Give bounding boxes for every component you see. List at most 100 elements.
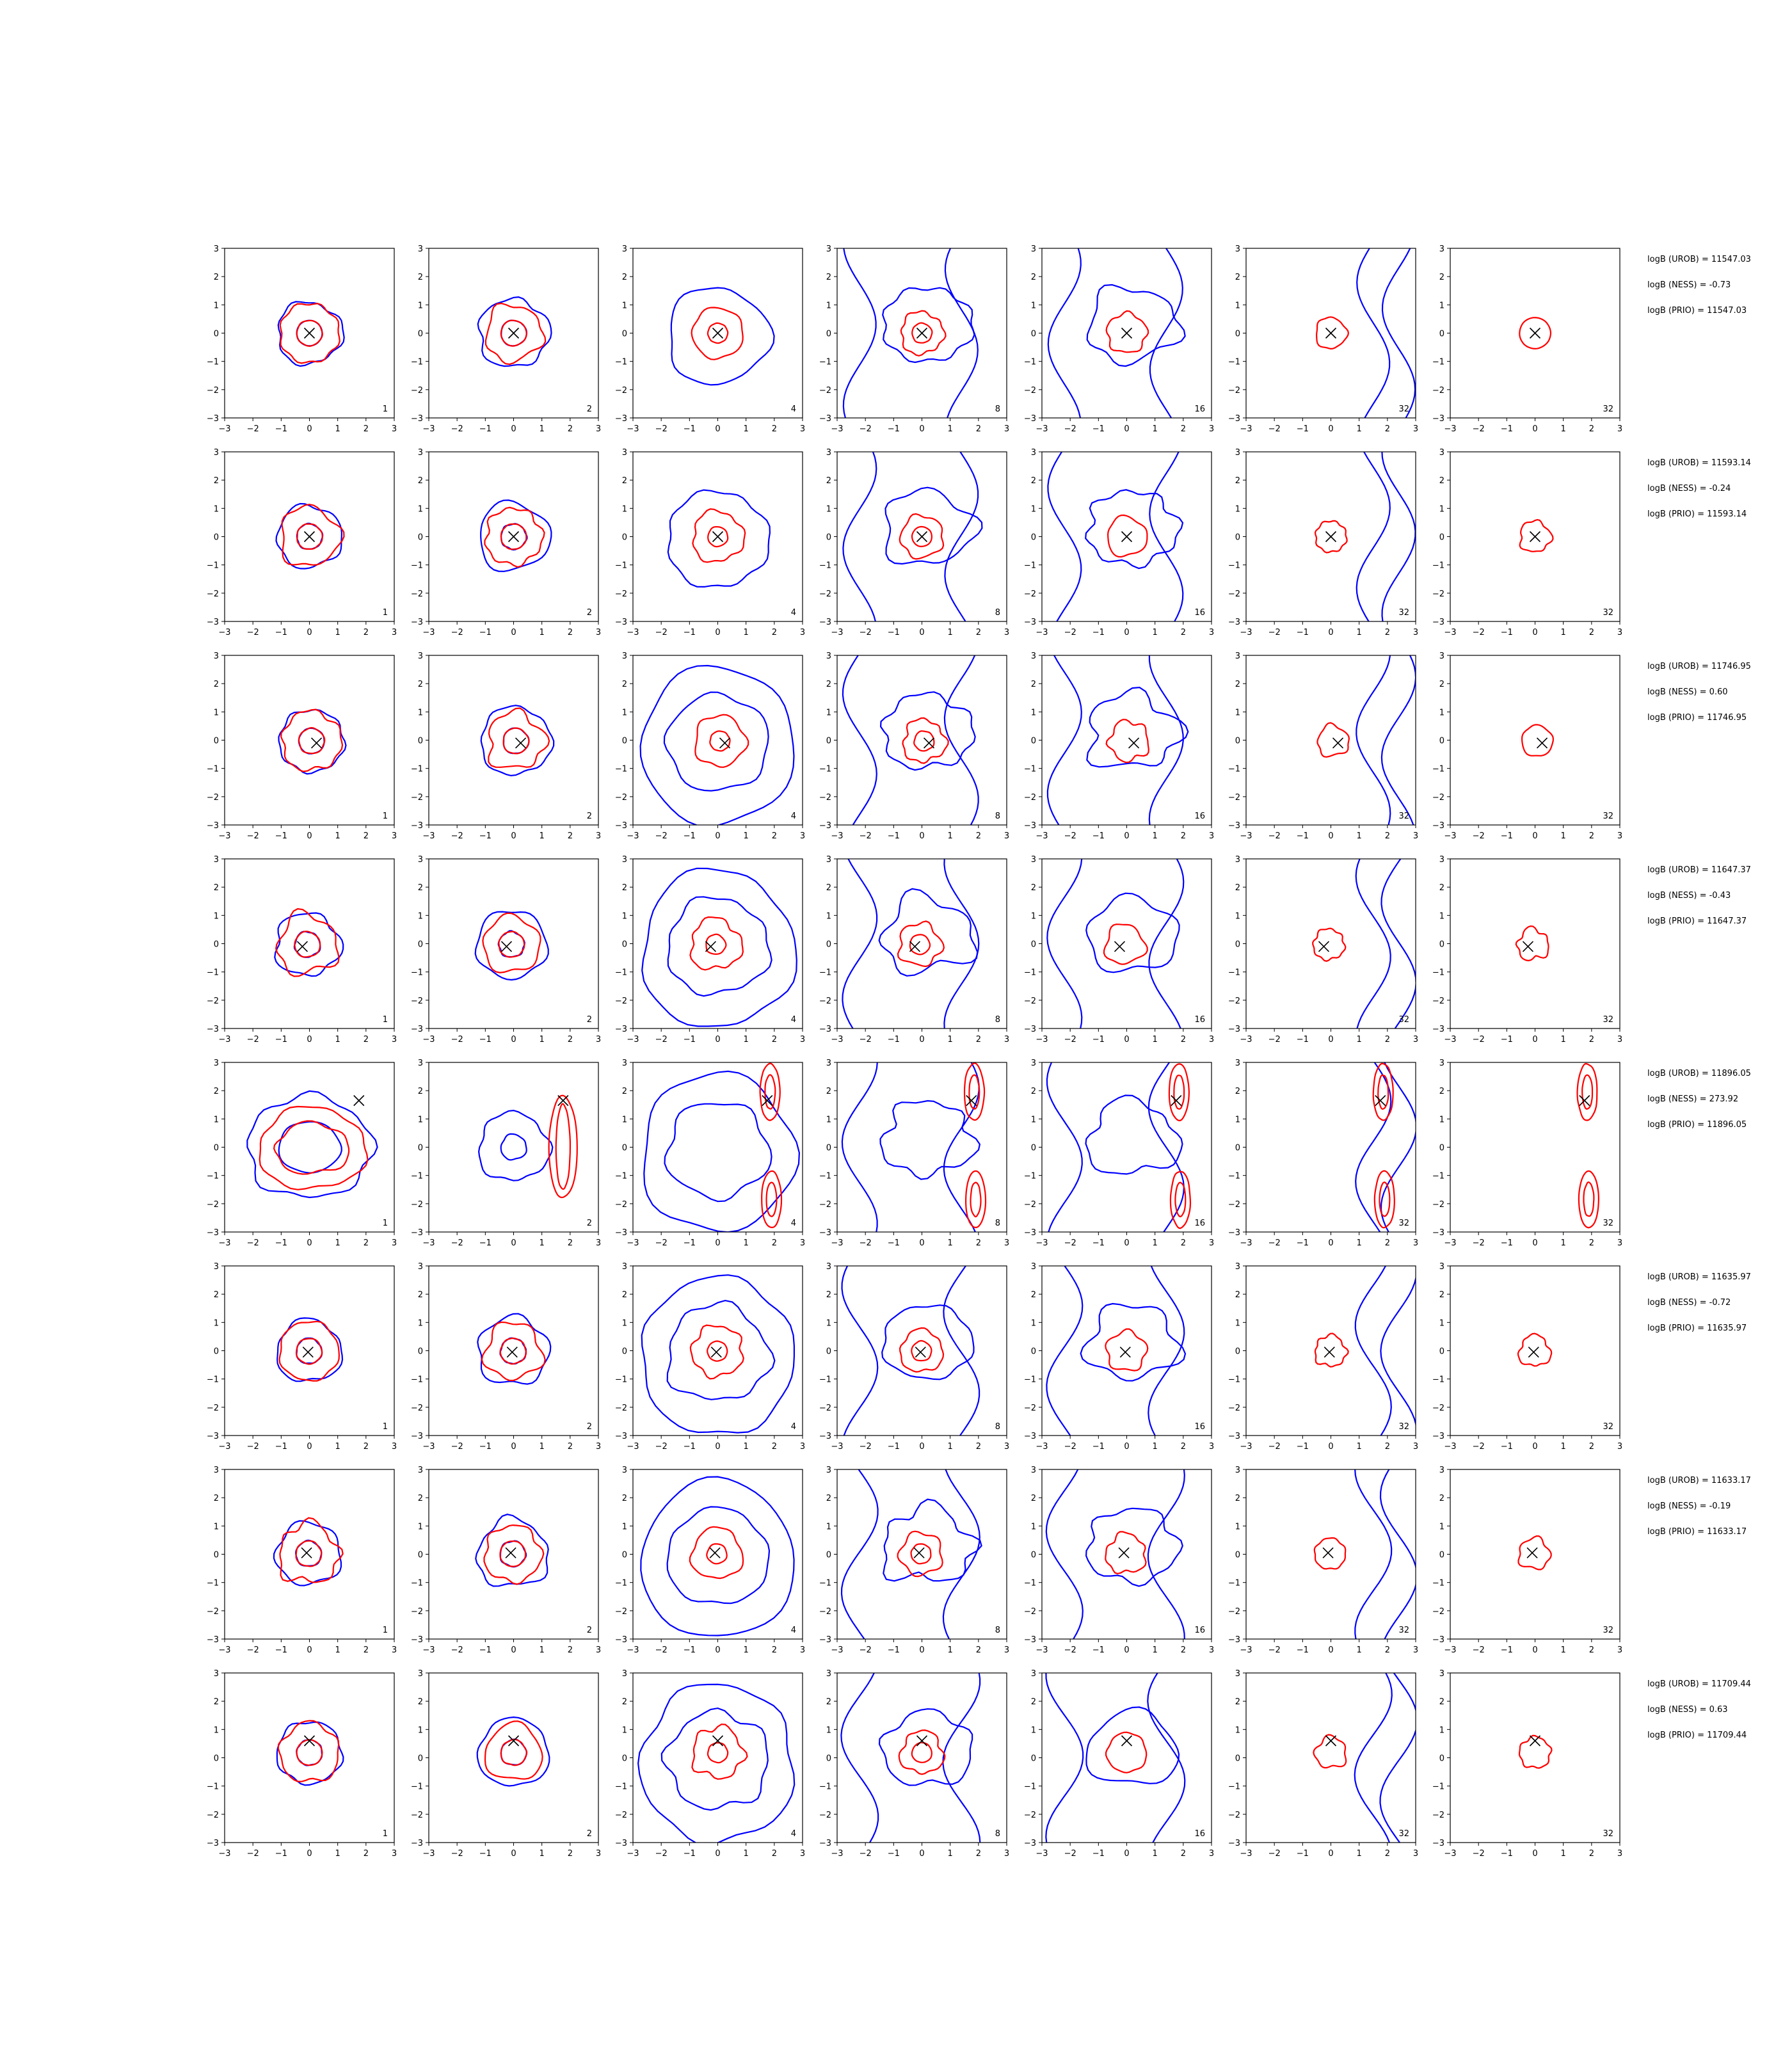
y-tick-label: 2: [1235, 883, 1240, 893]
y-tick-label: 1: [1439, 504, 1444, 514]
panel-count-label: 16: [1194, 812, 1205, 821]
x-tick-label: −2: [1268, 628, 1281, 637]
y-tick-label: −1: [1024, 358, 1036, 367]
y-tick-label: 0: [826, 1551, 831, 1560]
y-tick-label: 0: [1439, 533, 1444, 543]
red-contour: [1583, 1181, 1595, 1217]
y-tick-label: 3: [214, 1466, 219, 1475]
x-tick-label: 0: [715, 628, 720, 637]
y-tick-label: 2: [622, 1494, 627, 1503]
y-tick-label: 3: [418, 1262, 423, 1272]
blue-contour: [878, 888, 979, 977]
y-tick-label: 1: [622, 504, 627, 514]
y-tick-label: 0: [1235, 1144, 1240, 1153]
y-tick-label: −1: [1024, 1579, 1036, 1588]
y-tick-label: −1: [819, 765, 831, 774]
mode-marker: [303, 327, 316, 339]
x-tick-label: −1: [684, 424, 696, 434]
y-tick-label: 0: [1235, 330, 1240, 339]
x-tick-label: −1: [1501, 1849, 1513, 1859]
x-tick-label: −1: [684, 628, 696, 637]
x-tick-label: 0: [511, 1442, 516, 1452]
red-contour: [296, 319, 323, 348]
y-tick-label: 3: [214, 855, 219, 865]
y-tick-label: 3: [418, 448, 423, 458]
y-tick-label: 3: [1235, 855, 1240, 865]
blue-contour: [1356, 655, 1391, 825]
y-tick-label: −2: [1228, 1200, 1240, 1210]
axes-frame: [836, 1062, 1007, 1233]
x-tick-label: −1: [1297, 1035, 1309, 1044]
logb-annotation: logB (PRIO) = 11593.14: [1647, 509, 1747, 519]
subplot-r7-c6: −3−3 −2 −2 −1 −1 0 0 1 1 2 2 3 3 32: [1228, 1466, 1418, 1655]
subplot-r2-c1: −3−3 −2 −2 −1 −1 0 0 1 1 2 2 3 3 1: [207, 448, 397, 637]
y-tick-label: −1: [1024, 561, 1036, 571]
mode-marker: [712, 1735, 724, 1747]
y-tick-label: 0: [826, 1144, 831, 1153]
y-tick-label: 2: [1439, 680, 1444, 689]
x-tick-label: 3: [1413, 424, 1418, 434]
x-tick-label: −3: [1036, 1849, 1048, 1859]
blue-contour: [1381, 452, 1416, 621]
y-tick-label: 1: [418, 1725, 423, 1735]
y-tick-label: −2: [819, 589, 831, 599]
x-tick-label: 1: [948, 1238, 953, 1248]
subplot-r8-c5: −3−3 −2 −2 −1 −1 0 0 1 1 2 2 3 3 16: [1024, 1669, 1214, 1859]
x-tick-label: 3: [392, 1442, 397, 1452]
y-tick-label: 2: [418, 1494, 423, 1503]
panel-count-label: 32: [1603, 608, 1613, 618]
y-tick-label: 0: [214, 330, 219, 339]
y-tick-label: −2: [207, 996, 219, 1006]
x-tick-label: 3: [596, 1645, 601, 1655]
y-tick-label: 0: [1439, 1144, 1444, 1153]
contour-area: [1313, 1469, 1416, 1639]
panel-count-label: 1: [383, 1422, 388, 1432]
subplot-r3-c7: −3−3 −2 −2 −1 −1 0 0 1 1 2 2 3 3 32: [1432, 652, 1622, 841]
y-tick-label: 2: [826, 1290, 831, 1300]
red-contour: [968, 1074, 980, 1110]
panel-count-label: 16: [1194, 608, 1205, 618]
red-contour: [899, 1327, 945, 1373]
x-tick-label: 0: [919, 1442, 924, 1452]
x-tick-label: 3: [800, 1645, 805, 1655]
y-tick-label: 2: [214, 1087, 219, 1096]
y-tick-label: 2: [214, 1697, 219, 1707]
blue-contour: [480, 705, 555, 777]
x-tick-label: −2: [1268, 424, 1281, 434]
x-tick-label: 2: [1589, 1442, 1594, 1452]
contour-area: [274, 908, 344, 977]
contour-area: [840, 1469, 982, 1639]
x-tick-label: 0: [919, 1238, 924, 1248]
red-contour: [707, 1741, 729, 1764]
red-contour: [1521, 724, 1555, 756]
mode-marker: [1119, 1347, 1131, 1358]
logb-annotation: logB (PRIO) = 11635.97: [1647, 1324, 1747, 1333]
blue-contour: [1148, 1266, 1185, 1436]
y-tick-label: −2: [207, 1404, 219, 1413]
mode-marker: [505, 1547, 516, 1558]
blue-contour: [944, 248, 979, 418]
x-tick-label: 2: [364, 628, 369, 637]
x-tick-label: −2: [451, 1442, 463, 1452]
y-tick-label: −3: [819, 618, 831, 627]
x-tick-label: −2: [860, 1035, 872, 1044]
contour-area: [1046, 1062, 1192, 1232]
x-tick-label: −2: [1268, 1849, 1281, 1859]
x-tick-label: 0: [919, 628, 924, 637]
x-tick-label: −2: [1473, 831, 1485, 841]
x-tick-label: 2: [568, 628, 573, 637]
x-tick-label: −2: [1473, 1238, 1485, 1248]
x-tick-label: −3: [422, 1442, 435, 1452]
red-contour: [1105, 719, 1149, 764]
y-tick-label: 3: [1439, 1059, 1444, 1068]
x-tick-label: 3: [596, 1442, 601, 1452]
red-contour: [1105, 1731, 1148, 1773]
x-tick-label: −1: [888, 424, 900, 434]
x-tick-label: −2: [247, 1442, 259, 1452]
y-tick-label: 2: [418, 476, 423, 486]
x-tick-label: −1: [1297, 831, 1309, 841]
y-tick-label: −3: [819, 1432, 831, 1441]
y-tick-label: −1: [819, 1172, 831, 1181]
